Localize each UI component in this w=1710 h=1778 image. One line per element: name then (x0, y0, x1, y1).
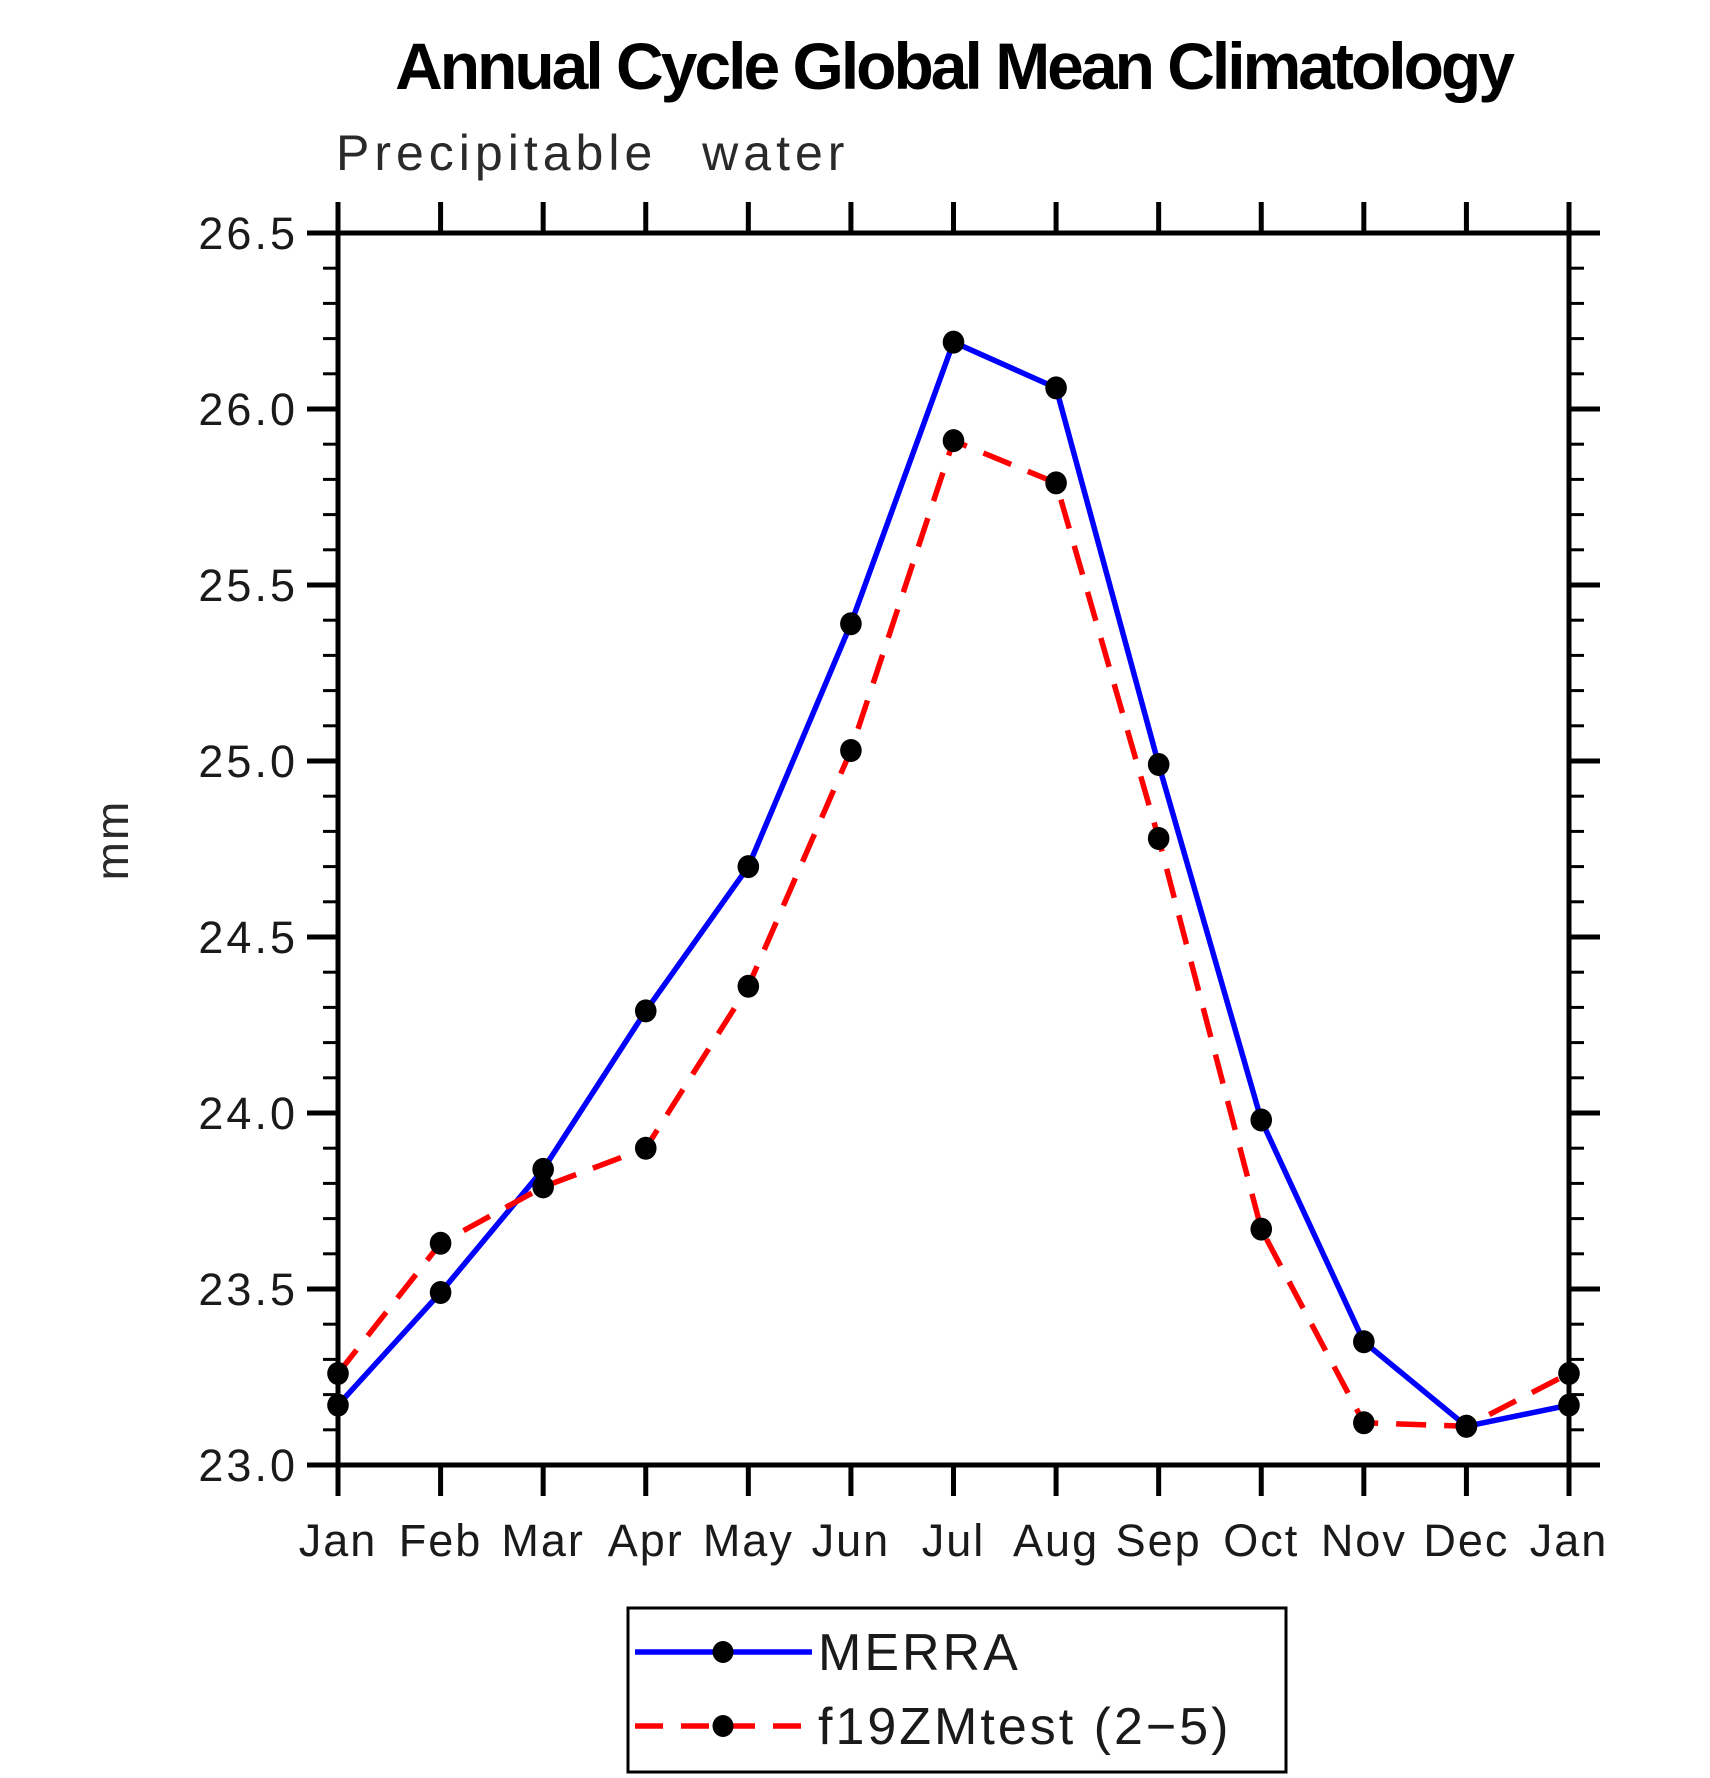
y-tick-label: 25.5 (198, 560, 298, 611)
plot-frame (335, 230, 1572, 1468)
x-tick-label: Oct (1223, 1515, 1299, 1566)
series-1-marker (327, 1361, 349, 1385)
series-1-marker (1045, 471, 1067, 495)
series-1-marker (1147, 826, 1170, 850)
x-tick-label: Aug (1013, 1515, 1099, 1566)
x-tick-label: Jan (299, 1515, 378, 1566)
x-tick-label: Feb (399, 1515, 483, 1566)
series-1-marker (429, 1231, 452, 1255)
legend-label-0: MERRA (818, 1624, 1021, 1682)
series-0-marker (1558, 1393, 1580, 1417)
chart-subtitle: Precipitable water (336, 125, 850, 181)
series-0-marker (1250, 1108, 1273, 1132)
series-0-marker (1147, 753, 1170, 777)
series-1-marker (1455, 1414, 1478, 1438)
legend-box (626, 1606, 1288, 1774)
series-0-line (335, 339, 1570, 1430)
y-tick-label: 23.0 (198, 1440, 298, 1491)
y-tick-label: 26.0 (198, 384, 298, 435)
chart-title: Annual Cycle Global Mean Climatology (395, 29, 1515, 103)
x-tick-label: Sep (1116, 1515, 1202, 1566)
y-tick-label: 24.5 (198, 912, 298, 963)
series-0-marker (429, 1281, 452, 1305)
x-tick-label: Jul (922, 1515, 986, 1566)
x-tick-label: Jun (812, 1515, 891, 1566)
series-1-marker (840, 738, 862, 762)
series-1-marker (942, 429, 965, 453)
series-1-marker (1558, 1361, 1580, 1385)
series-0-marker (1045, 376, 1067, 400)
x-tick-label: Nov (1321, 1515, 1407, 1566)
series-1-line (335, 437, 1571, 1430)
y-tick-label: 24.0 (198, 1088, 298, 1139)
series-0-marker (942, 330, 965, 354)
y-tick-label: 26.5 (198, 208, 298, 259)
series-0-marker (840, 612, 862, 636)
y-tick-label: 25.0 (198, 736, 298, 787)
legend-marker-0 (712, 1641, 734, 1663)
series-0-marker (532, 1157, 554, 1181)
series-1-marker (1250, 1217, 1273, 1241)
series-1-marker (634, 1136, 657, 1160)
series-1-marker (532, 1175, 554, 1199)
series-0-marker (634, 999, 657, 1023)
y-tick-label: 23.5 (198, 1264, 298, 1315)
series-0-marker (1353, 1330, 1375, 1354)
x-tick-label: May (703, 1515, 794, 1566)
x-tick-label: Jan (1530, 1515, 1609, 1566)
series-1-marker (1353, 1411, 1375, 1435)
x-tick-label: Mar (501, 1515, 585, 1566)
series-0-marker (327, 1393, 349, 1417)
x-tick-label: Apr (608, 1515, 684, 1566)
legend-marker-1 (712, 1715, 734, 1737)
series-0-marker (737, 855, 760, 879)
legend-label-1: f19ZMtest (2−5) (818, 1698, 1231, 1756)
x-tick-label: Dec (1423, 1515, 1509, 1566)
series-1-marker (737, 974, 760, 998)
